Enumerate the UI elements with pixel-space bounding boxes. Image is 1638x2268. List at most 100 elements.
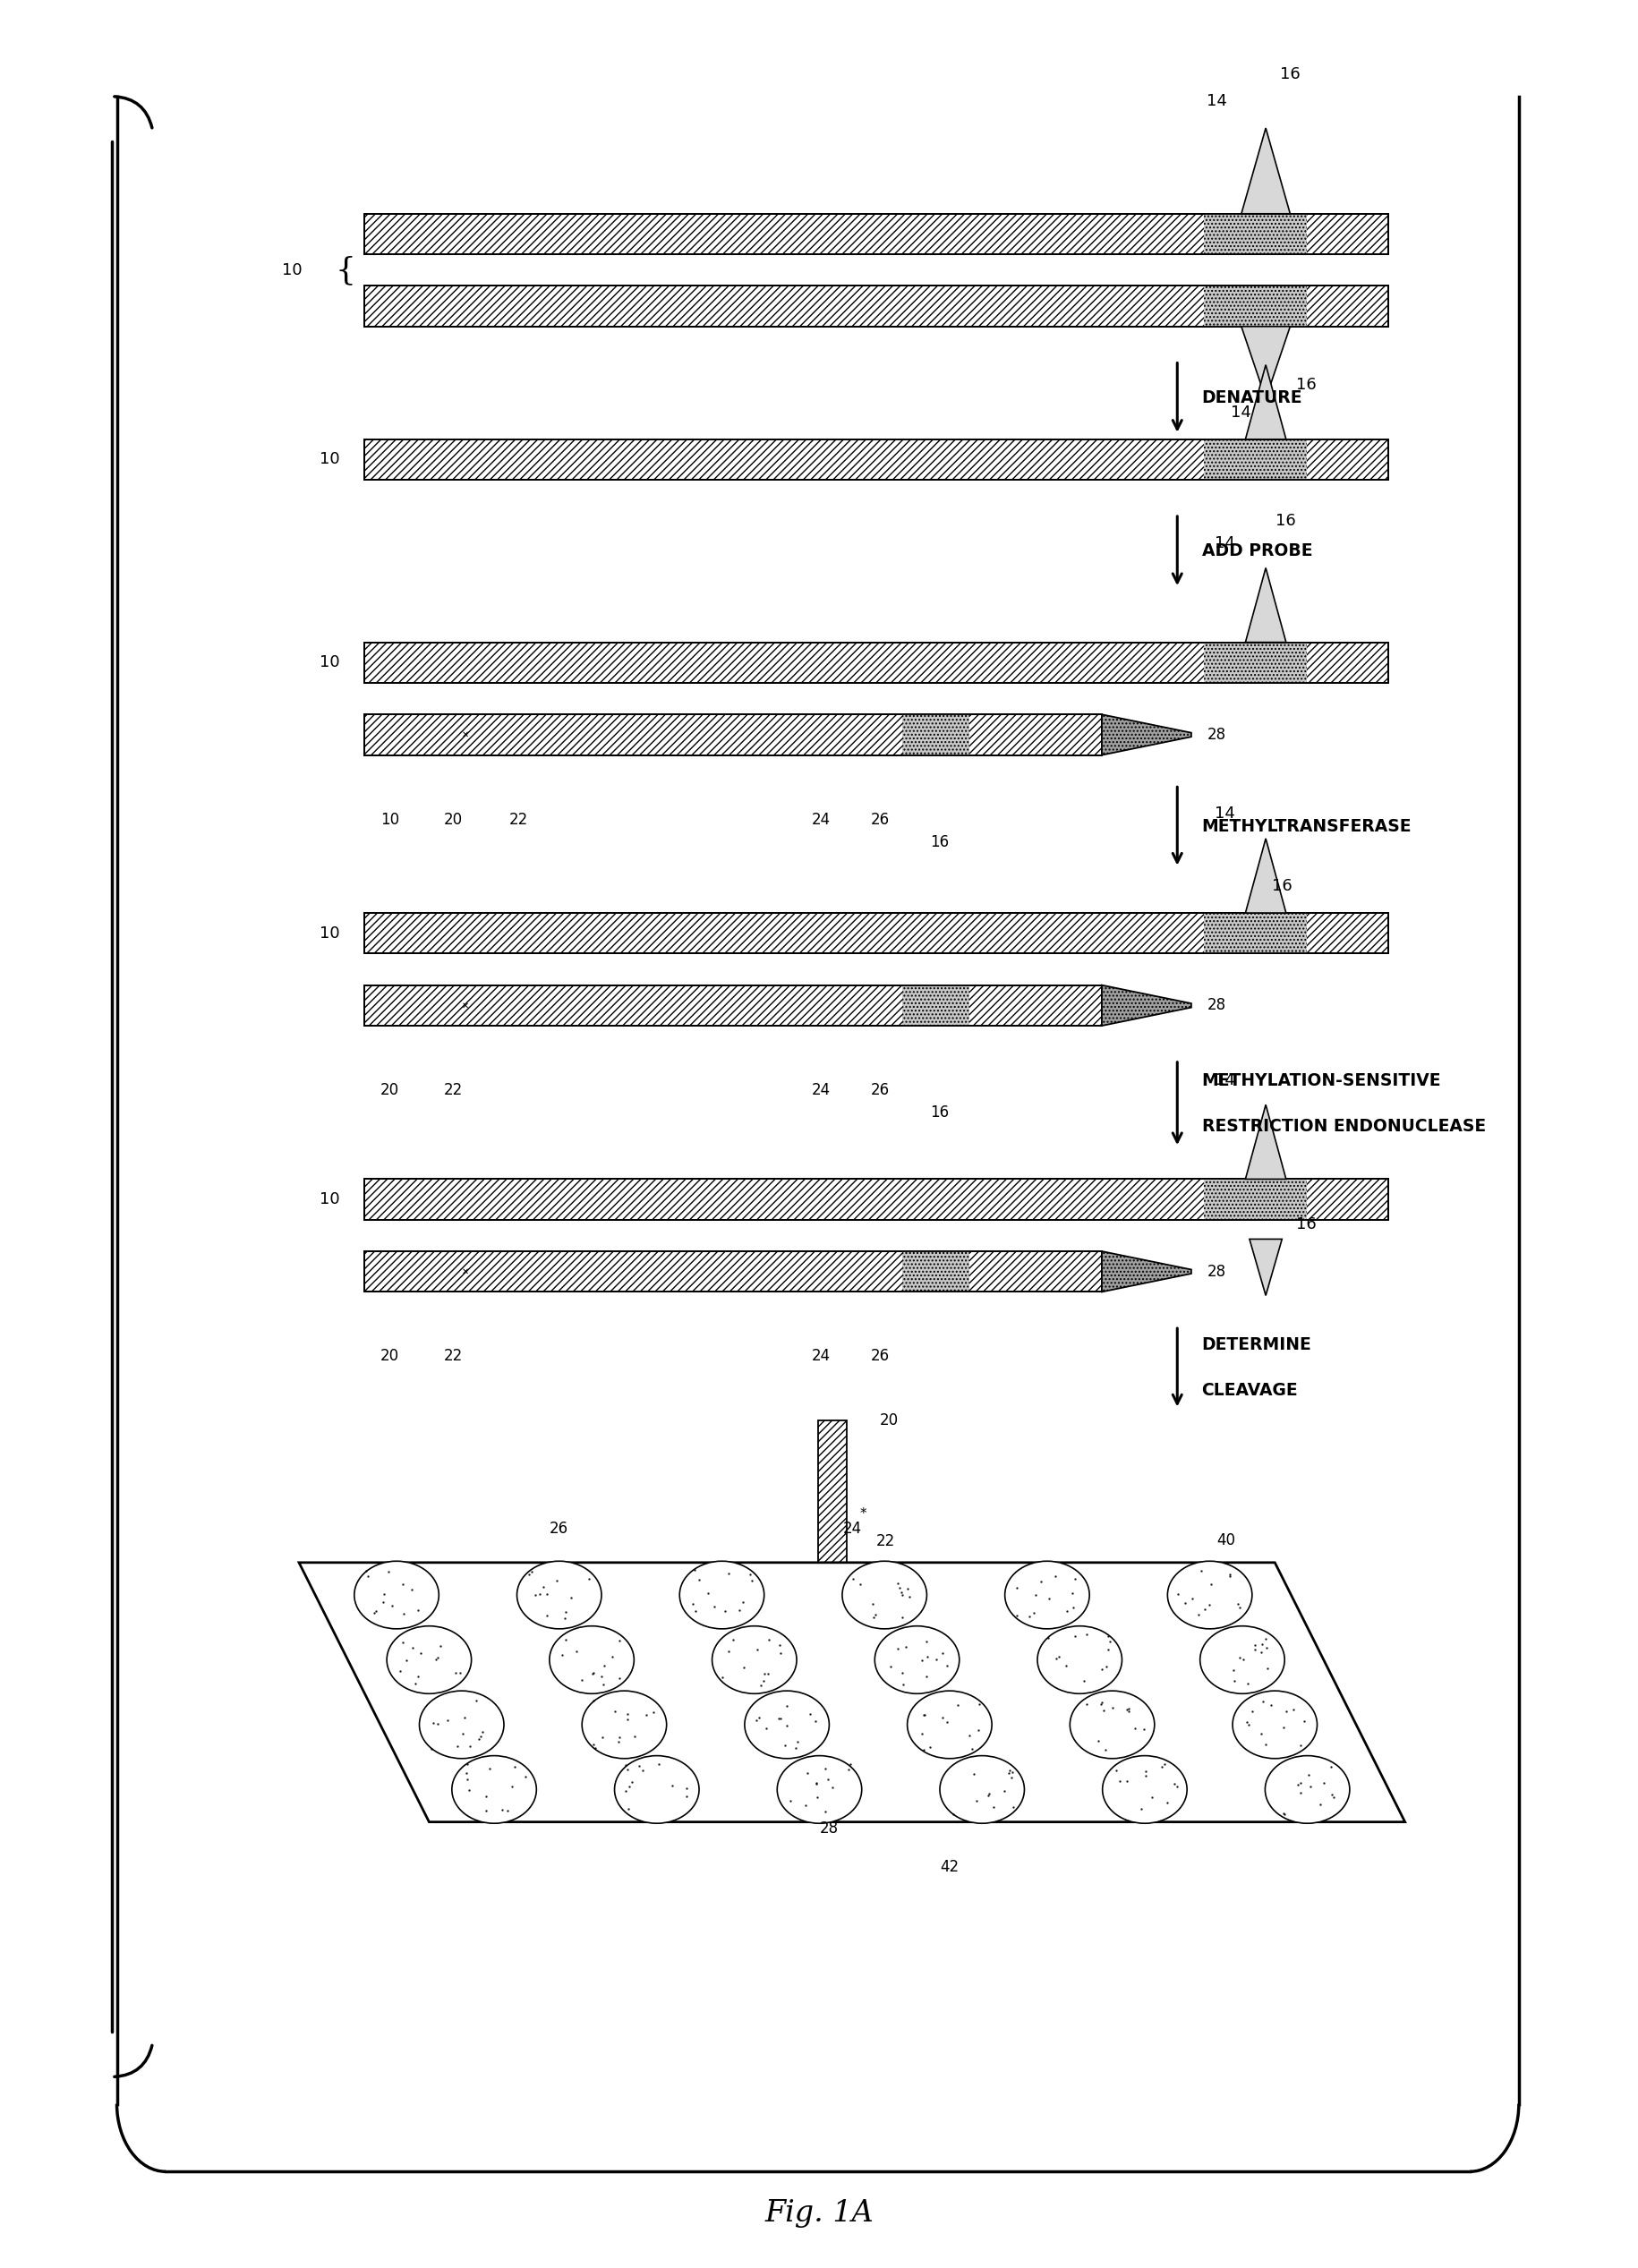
Bar bbox=[364, 286, 1387, 327]
Text: Fig. 1A: Fig. 1A bbox=[765, 2200, 873, 2227]
Ellipse shape bbox=[680, 1560, 763, 1628]
Ellipse shape bbox=[1166, 1560, 1251, 1628]
Polygon shape bbox=[1245, 1105, 1286, 1179]
Ellipse shape bbox=[842, 1560, 925, 1628]
Bar bbox=[364, 642, 1387, 683]
Bar bbox=[364, 642, 1387, 683]
Text: 24: 24 bbox=[811, 1082, 830, 1098]
Text: {: { bbox=[336, 254, 355, 286]
Text: 14: 14 bbox=[1206, 93, 1227, 109]
Polygon shape bbox=[1248, 1238, 1281, 1295]
Text: 26: 26 bbox=[549, 1520, 568, 1538]
Bar bbox=[364, 714, 1101, 755]
Text: 22: 22 bbox=[444, 1082, 464, 1098]
Polygon shape bbox=[1245, 567, 1286, 642]
Ellipse shape bbox=[744, 1692, 829, 1758]
Text: 16: 16 bbox=[929, 1105, 948, 1120]
Ellipse shape bbox=[614, 1755, 699, 1823]
Bar bbox=[1204, 914, 1305, 953]
Text: 20: 20 bbox=[380, 1347, 400, 1365]
Ellipse shape bbox=[1070, 1692, 1153, 1758]
Bar bbox=[364, 914, 1387, 953]
Text: 20: 20 bbox=[880, 1413, 898, 1429]
Text: 26: 26 bbox=[870, 1347, 889, 1365]
Text: 10: 10 bbox=[319, 1191, 339, 1207]
Text: 20: 20 bbox=[380, 1082, 400, 1098]
Bar bbox=[1204, 642, 1305, 683]
Bar bbox=[364, 440, 1387, 481]
Ellipse shape bbox=[1004, 1560, 1089, 1628]
Bar bbox=[364, 714, 1101, 755]
Text: 16: 16 bbox=[1296, 376, 1315, 392]
Text: 16: 16 bbox=[1296, 1216, 1315, 1232]
Ellipse shape bbox=[516, 1560, 601, 1628]
Ellipse shape bbox=[549, 1626, 634, 1694]
Text: METHYLATION-SENSITIVE: METHYLATION-SENSITIVE bbox=[1201, 1073, 1440, 1089]
Ellipse shape bbox=[1232, 1692, 1317, 1758]
Bar bbox=[903, 984, 968, 1025]
Polygon shape bbox=[298, 1563, 1404, 1821]
Text: 24: 24 bbox=[842, 1520, 862, 1538]
Bar bbox=[364, 213, 1387, 254]
Ellipse shape bbox=[1265, 1755, 1350, 1823]
Text: DENATURE: DENATURE bbox=[1201, 390, 1302, 406]
Bar bbox=[817, 1420, 847, 1744]
Polygon shape bbox=[1101, 1252, 1191, 1293]
Text: 22: 22 bbox=[444, 1347, 464, 1365]
Text: 16: 16 bbox=[929, 835, 948, 850]
Text: 42: 42 bbox=[940, 1860, 958, 1876]
Text: 28: 28 bbox=[1207, 726, 1225, 744]
Text: 14: 14 bbox=[1214, 805, 1235, 821]
Ellipse shape bbox=[776, 1755, 862, 1823]
Bar bbox=[364, 984, 1101, 1025]
Bar bbox=[1204, 440, 1305, 481]
Ellipse shape bbox=[713, 1626, 796, 1694]
Ellipse shape bbox=[907, 1692, 991, 1758]
Text: 16: 16 bbox=[1274, 513, 1294, 528]
Text: 14: 14 bbox=[1230, 404, 1251, 420]
Text: 40: 40 bbox=[1215, 1531, 1235, 1549]
Ellipse shape bbox=[387, 1626, 472, 1694]
Text: 20: 20 bbox=[444, 812, 462, 828]
Text: 10: 10 bbox=[319, 451, 339, 467]
Ellipse shape bbox=[581, 1692, 667, 1758]
Bar bbox=[364, 984, 1101, 1025]
Polygon shape bbox=[1245, 365, 1286, 440]
Text: RESTRICTION ENDONUCLEASE: RESTRICTION ENDONUCLEASE bbox=[1201, 1118, 1484, 1134]
Bar bbox=[1204, 1179, 1305, 1220]
Text: 22: 22 bbox=[876, 1533, 894, 1549]
Ellipse shape bbox=[1102, 1755, 1186, 1823]
Text: CLEAVAGE: CLEAVAGE bbox=[1201, 1381, 1297, 1399]
Text: 26: 26 bbox=[870, 812, 889, 828]
Ellipse shape bbox=[875, 1626, 958, 1694]
Ellipse shape bbox=[1199, 1626, 1284, 1694]
Ellipse shape bbox=[452, 1755, 536, 1823]
Bar bbox=[1204, 286, 1305, 327]
Text: 28: 28 bbox=[1207, 998, 1225, 1014]
Polygon shape bbox=[1240, 127, 1289, 213]
Ellipse shape bbox=[939, 1755, 1024, 1823]
Text: 24: 24 bbox=[811, 1347, 830, 1365]
Polygon shape bbox=[1101, 984, 1191, 1025]
Bar bbox=[903, 1252, 968, 1293]
Text: 10: 10 bbox=[319, 925, 339, 941]
Text: ✕: ✕ bbox=[460, 1000, 468, 1009]
Bar bbox=[903, 714, 968, 755]
Text: 10: 10 bbox=[282, 263, 301, 279]
Bar bbox=[364, 286, 1387, 327]
Text: 28: 28 bbox=[819, 1821, 839, 1837]
Bar bbox=[817, 1687, 847, 1744]
Polygon shape bbox=[1245, 839, 1286, 914]
Bar bbox=[364, 213, 1387, 254]
Text: METHYLTRANSFERASE: METHYLTRANSFERASE bbox=[1201, 816, 1410, 835]
Text: 26: 26 bbox=[870, 1082, 889, 1098]
Bar bbox=[1204, 213, 1305, 254]
Text: 10: 10 bbox=[319, 655, 339, 671]
Text: 16: 16 bbox=[1271, 878, 1291, 894]
Ellipse shape bbox=[354, 1560, 439, 1628]
Text: 22: 22 bbox=[509, 812, 527, 828]
Text: 16: 16 bbox=[1279, 66, 1299, 82]
Bar bbox=[364, 1252, 1101, 1293]
Ellipse shape bbox=[419, 1692, 503, 1758]
Polygon shape bbox=[1101, 714, 1191, 755]
